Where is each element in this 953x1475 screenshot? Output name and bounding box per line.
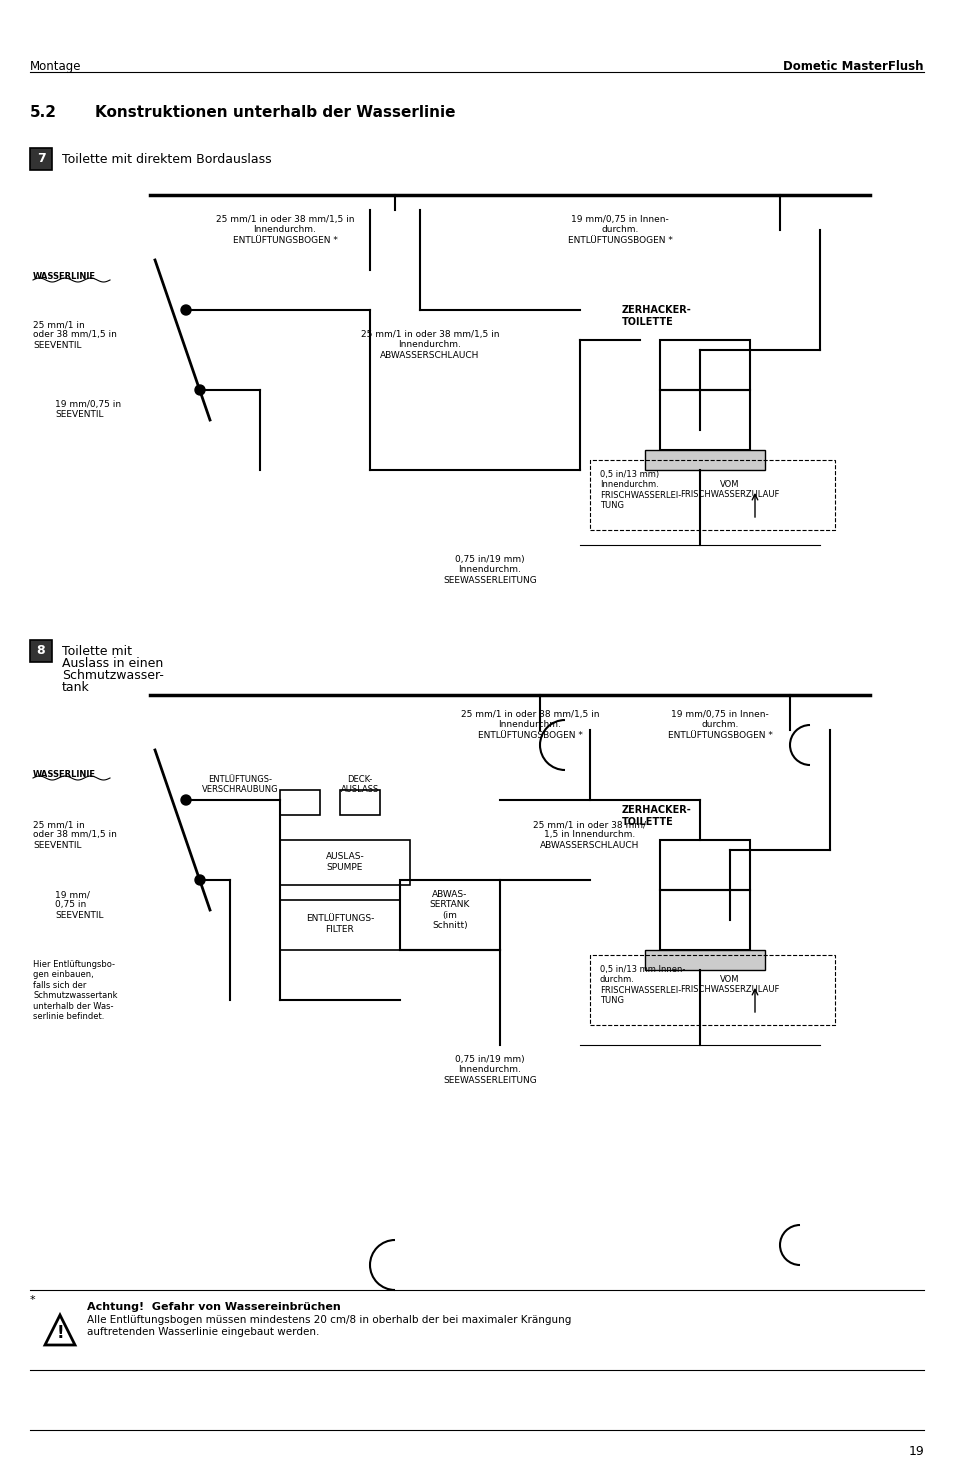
Text: 8: 8	[36, 645, 45, 658]
Bar	[280, 900, 399, 950]
Text: Montage: Montage	[30, 60, 81, 72]
Text: 0,5 in/13 mm)
Innendurchm.
FRISCHWASSERLEI-
TUNG: 0,5 in/13 mm) Innendurchm. FRISCHWASSERL…	[599, 471, 680, 510]
Text: DECK-
AUSLASS: DECK- AUSLASS	[340, 774, 378, 795]
Bar	[589, 954, 834, 1025]
Text: 25 mm/1 in
oder 38 mm/1,5 in
SEEVENTIL: 25 mm/1 in oder 38 mm/1,5 in SEEVENTIL	[33, 820, 117, 850]
Bar	[589, 460, 834, 530]
Text: WASSERLINIE: WASSERLINIE	[33, 770, 96, 779]
Bar	[280, 791, 319, 816]
Text: 5.2: 5.2	[30, 105, 57, 119]
Bar	[339, 791, 379, 816]
Text: Alle Entlüftungsbogen müssen mindestens 20 cm/8 in oberhalb der bei maximaler Kr: Alle Entlüftungsbogen müssen mindestens …	[87, 1316, 571, 1336]
Text: VOM
FRISCHWASSERZULAUF: VOM FRISCHWASSERZULAUF	[679, 975, 779, 994]
Circle shape	[181, 795, 191, 805]
Circle shape	[194, 385, 205, 395]
Text: 25 mm/1 in oder 38 mm/1,5 in
Innendurchm.
ENTLÜFTUNGSBOGEN *: 25 mm/1 in oder 38 mm/1,5 in Innendurchm…	[215, 215, 354, 245]
Text: ZERHACKER-
TOILETTE: ZERHACKER- TOILETTE	[621, 805, 691, 826]
Text: 19 mm/0,75 in
SEEVENTIL: 19 mm/0,75 in SEEVENTIL	[55, 400, 121, 419]
Text: tank: tank	[62, 681, 90, 695]
Bar	[659, 839, 749, 889]
Text: 25 mm/1 in oder 38 mm/
1,5 in Innendurchm.
ABWASSERSCHLAUCH: 25 mm/1 in oder 38 mm/ 1,5 in Innendurch…	[533, 820, 646, 850]
Text: Dometic MasterFlush: Dometic MasterFlush	[782, 60, 923, 72]
Bar	[659, 889, 749, 950]
Bar	[659, 341, 749, 389]
Text: VOM
FRISCHWASSERZULAUF: VOM FRISCHWASSERZULAUF	[679, 479, 779, 500]
Bar	[659, 389, 749, 450]
Text: 19 mm/0,75 in Innen-
durchm.
ENTLÜFTUNGSBOGEN *: 19 mm/0,75 in Innen- durchm. ENTLÜFTUNGS…	[567, 215, 672, 245]
Text: 0,75 in/19 mm)
Innendurchm.
SEEWASSERLEITUNG: 0,75 in/19 mm) Innendurchm. SEEWASSERLEI…	[442, 1055, 537, 1084]
Text: ABWAS-
SERTANK
(im
Schnitt): ABWAS- SERTANK (im Schnitt)	[430, 889, 470, 931]
Text: ZERHACKER-
TOILETTE: ZERHACKER- TOILETTE	[621, 305, 691, 326]
Bar	[30, 148, 52, 170]
Bar	[644, 950, 764, 971]
Text: Hier Entlüftungsbo-
gen einbauen,
falls sich der
Schmutzwassertank
unterhalb der: Hier Entlüftungsbo- gen einbauen, falls …	[33, 960, 117, 1021]
Text: !: !	[56, 1325, 64, 1342]
Text: *: *	[30, 1295, 35, 1305]
Text: Auslass in einen: Auslass in einen	[62, 656, 163, 670]
Text: 25 mm/1 in
oder 38 mm/1,5 in
SEEVENTIL: 25 mm/1 in oder 38 mm/1,5 in SEEVENTIL	[33, 320, 117, 350]
Bar	[280, 839, 410, 885]
Text: Konstruktionen unterhalb der Wasserlinie: Konstruktionen unterhalb der Wasserlinie	[95, 105, 455, 119]
Text: Toilette mit direktem Bordauslass: Toilette mit direktem Bordauslass	[62, 153, 272, 167]
Bar	[30, 640, 52, 662]
Text: ENTLÜFTUNGS-
VERSCHRAUBUNG: ENTLÜFTUNGS- VERSCHRAUBUNG	[201, 774, 278, 795]
Text: 7: 7	[36, 152, 46, 165]
Circle shape	[194, 875, 205, 885]
Bar	[644, 450, 764, 471]
Text: Toilette mit: Toilette mit	[62, 645, 132, 658]
Polygon shape	[45, 1316, 75, 1345]
Bar	[399, 881, 499, 950]
Text: 19 mm/
0,75 in
SEEVENTIL: 19 mm/ 0,75 in SEEVENTIL	[55, 889, 103, 920]
Text: 0,75 in/19 mm)
Innendurchm.
SEEWASSERLEITUNG: 0,75 in/19 mm) Innendurchm. SEEWASSERLEI…	[442, 555, 537, 584]
Text: 19 mm/0,75 in Innen-
durchm.
ENTLÜFTUNGSBOGEN *: 19 mm/0,75 in Innen- durchm. ENTLÜFTUNGS…	[667, 709, 772, 740]
Circle shape	[181, 305, 191, 316]
Text: 19: 19	[907, 1446, 923, 1457]
Text: 0,5 in/13 mm Innen-
durchm.
FRISCHWASSERLEI-
TUNG: 0,5 in/13 mm Innen- durchm. FRISCHWASSER…	[599, 965, 684, 1004]
Text: WASSERLINIE: WASSERLINIE	[33, 271, 96, 282]
Text: 25 mm/1 in oder 38 mm/1,5 in
Innendurchm.
ENTLÜFTUNGSBOGEN *: 25 mm/1 in oder 38 mm/1,5 in Innendurchm…	[460, 709, 598, 740]
Text: 25 mm/1 in oder 38 mm/1,5 in
Innendurchm.
ABWASSERSCHLAUCH: 25 mm/1 in oder 38 mm/1,5 in Innendurchm…	[360, 330, 498, 360]
Text: AUSLAS-
SPUMPE: AUSLAS- SPUMPE	[325, 853, 364, 872]
Text: ENTLÜFTUNGS-
FILTER: ENTLÜFTUNGS- FILTER	[306, 914, 374, 934]
Text: Achtung!  Gefahr von Wassereinbrüchen: Achtung! Gefahr von Wassereinbrüchen	[87, 1302, 340, 1311]
Text: Schmutzwasser-: Schmutzwasser-	[62, 670, 164, 681]
